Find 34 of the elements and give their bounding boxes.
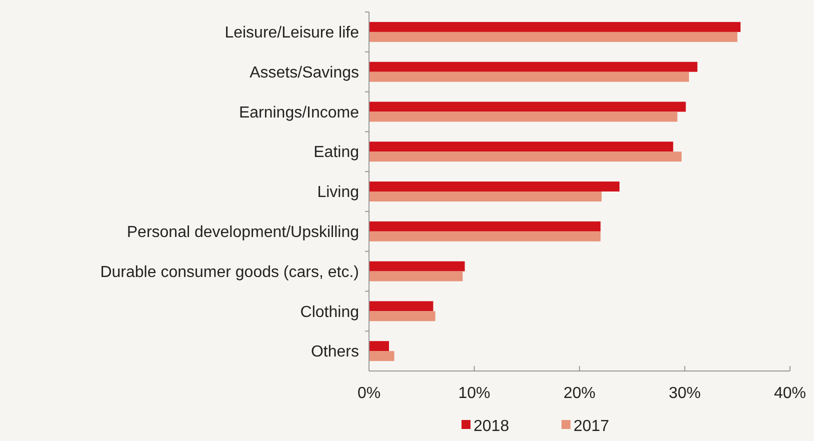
x-tick-label: 20%: [563, 385, 596, 402]
bar: [369, 221, 601, 232]
bar: [369, 72, 689, 82]
bar: [369, 142, 674, 152]
bar: [369, 32, 738, 42]
y-tick-label: Eating: [314, 144, 359, 162]
bar: [369, 351, 394, 362]
y-tick-label: Leisure/Leisure life: [224, 24, 360, 42]
y-tick-label: Living: [317, 184, 359, 202]
y-tick-label: Personal development/Upskilling: [126, 224, 359, 241]
bar: [369, 182, 620, 192]
bar: [369, 301, 434, 312]
bar: [369, 152, 682, 162]
y-tick-label: Clothing: [300, 304, 359, 321]
bar: [369, 341, 389, 352]
bar: [369, 112, 678, 122]
y-tick-label: Earnings/Income: [238, 104, 360, 122]
bar: [369, 271, 463, 282]
legend-label: 2017: [574, 418, 610, 435]
y-tick-label: Others: [310, 344, 359, 361]
y-tick-label: Durable consumer goods (cars, etc.): [100, 264, 359, 281]
bar: [369, 261, 465, 272]
x-tick-label: 0%: [357, 385, 381, 402]
bar: [369, 311, 436, 322]
bar: [369, 192, 602, 202]
y-tick-label: Assets/Savings: [250, 64, 359, 82]
bar: [369, 231, 601, 242]
x-tick-label: 30%: [668, 385, 701, 402]
legend-label: 2018: [474, 418, 510, 435]
bar: [369, 102, 686, 112]
bar: [369, 62, 698, 72]
x-tick-label: 40%: [774, 385, 806, 402]
bar: [369, 22, 741, 32]
x-tick-label: 10%: [458, 385, 490, 402]
